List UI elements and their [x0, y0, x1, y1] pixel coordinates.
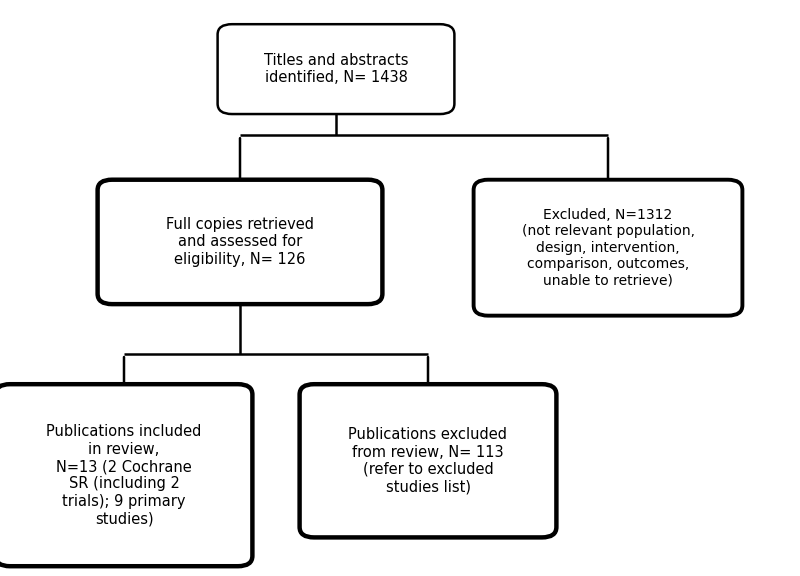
Text: Publications excluded
from review, N= 113
(refer to excluded
studies list): Publications excluded from review, N= 11… [349, 427, 507, 494]
FancyBboxPatch shape [300, 384, 557, 537]
FancyBboxPatch shape [0, 384, 252, 566]
Text: Titles and abstracts
identified, N= 1438: Titles and abstracts identified, N= 1438 [264, 53, 408, 85]
Text: Publications included
in review,
N=13 (2 Cochrane
SR (including 2
trials); 9 pri: Publications included in review, N=13 (2… [46, 424, 202, 526]
Text: Excluded, N=1312
(not relevant population,
design, intervention,
comparison, out: Excluded, N=1312 (not relevant populatio… [522, 209, 694, 287]
FancyBboxPatch shape [98, 180, 382, 304]
Text: Full copies retrieved
and assessed for
eligibility, N= 126: Full copies retrieved and assessed for e… [166, 217, 314, 267]
FancyBboxPatch shape [218, 24, 454, 114]
FancyBboxPatch shape [474, 180, 742, 316]
